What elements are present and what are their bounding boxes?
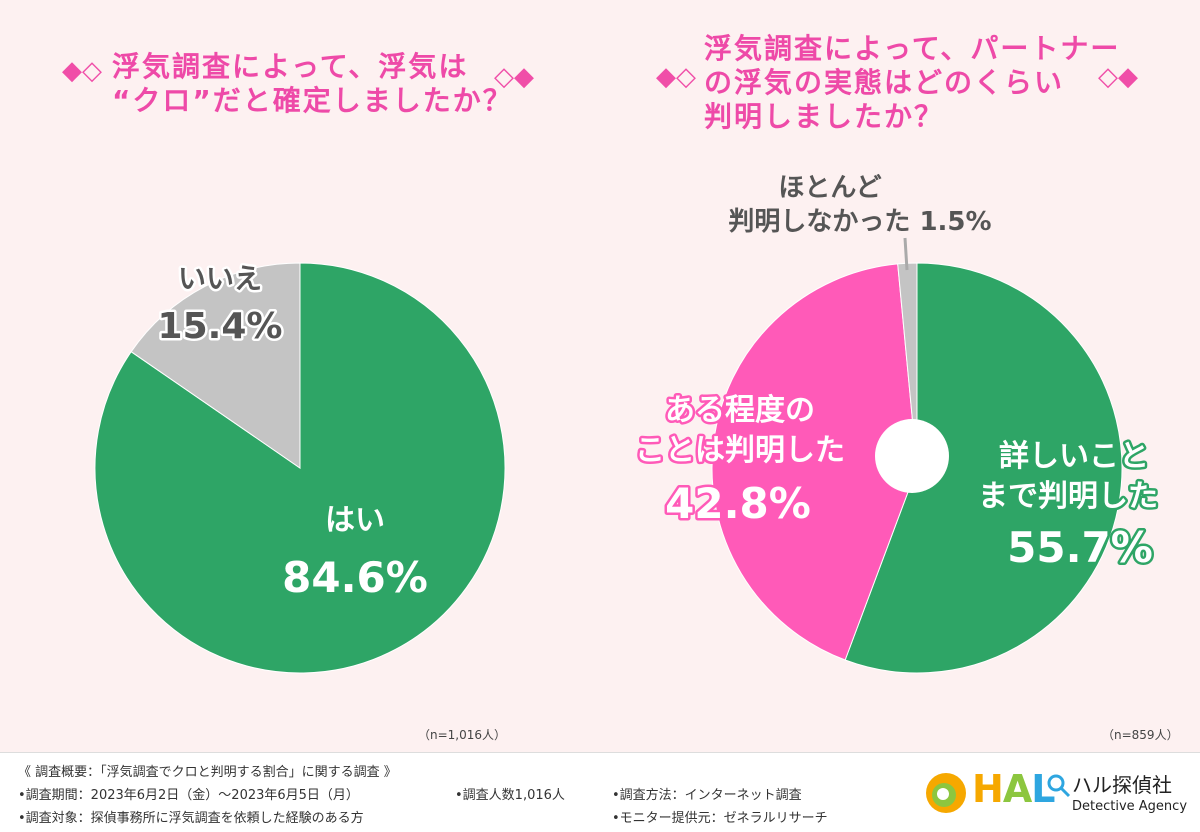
slice-label-detailed-line-1: 詳しいこと [999,439,1149,474]
right-question-title: 浮気調査によって、パートナー の浮気の実態はどのくらい 判明しましたか？ [704,32,1120,134]
survey-footer: 《 調査概要：「浮気調査でクロと判明する割合」に関する調査 》 •調査期間：20… [0,752,1200,832]
right-title-line-3: 判明しましたか？ [704,100,945,133]
left-pie-slice-1 [130,262,301,469]
left-title-line-1: 浮気調査によって、浮気は [112,50,469,83]
right-sample-size: （n=859人） [1102,728,1179,742]
left-sample-size: （n=1,016人） [418,728,507,742]
logo-letters: HAL [972,767,1055,811]
right-pie-slice-0 [844,262,1123,674]
diamond-right-icon: ◇◆ [494,62,534,92]
slice-value-no: 15.4% [158,306,283,347]
logo-company-name: ハル探偵社 [1072,773,1172,797]
logo-letter-h: H [972,767,1004,811]
logo-subtitle: Detective Agency [1072,799,1188,814]
leader-line [903,237,909,271]
survey-summary: 《 調査概要：「浮気調査でクロと判明する割合」に関する調査 》 [18,765,397,780]
survey-method: •調査方法：インターネット調査 [612,788,802,803]
left-pie-chart: はい 84.6% いいえ 15.4% [94,260,506,674]
right-chart-panel: ◆◇ 浮気調査によって、パートナー の浮気の実態はどのくらい 判明しましたか？ … [600,0,1200,752]
slice-value-yes: 84.6% [282,553,428,602]
slice-label-little-line-1: ほとんど [778,173,881,203]
pie-center-hole [875,419,949,493]
left-question-title: 浮気調査によって、浮気は “クロ”だと確定しましたか？ [112,50,513,118]
right-title-line-1: 浮気調査によって、パートナー [704,32,1121,65]
slice-value-detailed: 55.7% [1007,523,1153,572]
right-title-line-2: の浮気の実態はどのくらい [704,66,1065,99]
slice-label-partial-line-1: ある程度の [665,393,815,428]
left-title-line-2: “クロ”だと確定しましたか？ [112,84,513,117]
survey-count: •調査人数1,016人 [455,788,565,803]
logo-letter-a: A [1002,767,1032,811]
slice-label-yes: はい [325,503,385,538]
diamond-left-icon: ◆◇ [62,56,102,86]
survey-period: •調査期間：2023年6月2日（金）～2023年6月5日（月） [18,788,359,803]
hal-logo: HAL ハル探偵社 Detective Agency [920,763,1190,823]
diamond-right-icon: ◇◆ [1098,62,1138,92]
survey-provider: •モニター提供元：ゼネラルリサーチ [612,811,828,826]
diamond-left-icon: ◆◇ [656,62,696,92]
slice-label-little-line-2: 判明しなかった 1.5% [728,207,991,237]
slice-label-detailed-line-2: まで判明した [978,479,1158,514]
logo-mark-icon [926,773,966,813]
magnifier-icon [1047,774,1071,798]
survey-target: •調査対象：探偵事務所に浮気調査を依頼した経験のある方 [18,811,364,826]
slice-label-no: いいえ [178,262,262,295]
left-chart-panel: ◆◇ 浮気調査によって、浮気は “クロ”だと確定しましたか？ ◇◆ はい 84.6… [0,0,600,752]
right-pie-slice-1 [711,263,918,661]
slice-label-partial-line-2: ことは判明した [635,433,845,468]
slice-value-partial: 42.8% [665,479,811,528]
